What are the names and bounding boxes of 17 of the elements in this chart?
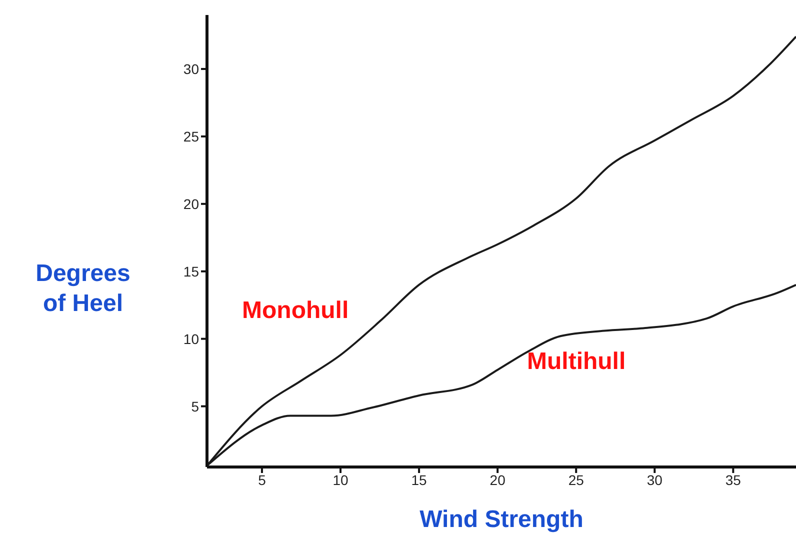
y-axis-title: Degrees of Heel — [36, 260, 130, 318]
x-tick-label: 30 — [646, 472, 663, 488]
series-label: Monohull — [242, 297, 349, 325]
y-tick-label: 15 — [183, 263, 200, 280]
x-tick-label: 35 — [725, 472, 742, 488]
y-tick-label: 25 — [183, 128, 200, 144]
series-label: Multihull — [527, 348, 626, 376]
x-tick-label: 15 — [411, 472, 428, 488]
y-tick-label: 20 — [183, 196, 200, 212]
y-tick-label: 30 — [183, 60, 200, 77]
x-axis-title: Wind Strength — [420, 506, 584, 533]
x-tick-label: 5 — [258, 472, 266, 488]
x-tick-label: 20 — [490, 472, 506, 488]
y-tick-label: 10 — [183, 330, 200, 347]
x-tick-label: 10 — [332, 472, 349, 488]
y-tick-label: 5 — [191, 398, 200, 414]
x-tick-label: 25 — [568, 472, 584, 488]
